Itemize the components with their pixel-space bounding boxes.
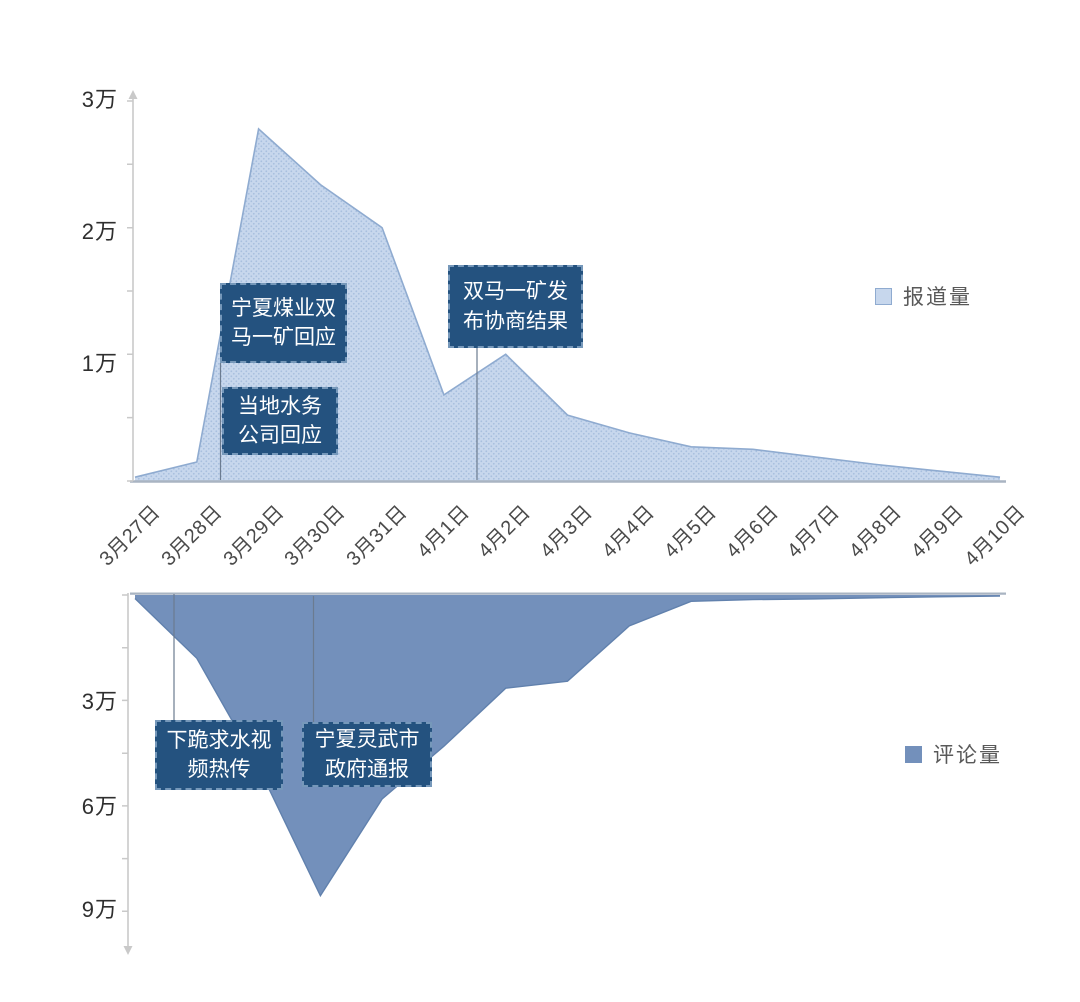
bottom-y-tick-label: 3万 xyxy=(81,689,118,714)
annotation-text: 宁夏灵武市 xyxy=(314,728,420,752)
annotation-text: 布协商结果 xyxy=(463,309,568,333)
legend-label: 报道量 xyxy=(903,286,972,309)
legend-report-volume: 报道量 xyxy=(875,281,972,311)
bottom-axis-ticks xyxy=(122,594,128,913)
bottom-y-axis-arrow-icon xyxy=(123,946,133,955)
report-volume-area xyxy=(135,128,1000,481)
annotation-box-ningxia-meiye-response: 宁夏煤业双 马一矿回应 xyxy=(220,283,347,363)
annotation-box-kneeling-video: 下跪求水视 频热传 xyxy=(155,720,283,790)
annotation-text: 宁夏煤业双 xyxy=(231,296,336,320)
report-volume-line xyxy=(134,127,1001,478)
annotation-text: 双马一矿发 xyxy=(463,280,568,304)
annotation-text: 公司回应 xyxy=(238,424,322,447)
annotation-text: 频热传 xyxy=(187,758,251,781)
bottom-y-tick-label: 6万 xyxy=(81,794,118,819)
annotation-text: 政府通报 xyxy=(325,757,409,781)
comment-volume-line xyxy=(134,595,1001,898)
annotation-box-water-company-response: 当地水务 公司回应 xyxy=(222,387,338,455)
annotation-box-negotiation-result: 双马一矿发 布协商结果 xyxy=(448,265,583,348)
comment-legend-marker-icon xyxy=(905,745,922,763)
annotation-box-lingwu-government-notice: 宁夏灵武市 政府通报 xyxy=(302,722,432,787)
bottom-y-tick-label: 9万 xyxy=(81,897,118,922)
top-axis-ticks xyxy=(127,100,133,482)
legend-comment-volume: 评论量 xyxy=(905,739,1002,769)
annotation-text: 下跪求水视 xyxy=(166,728,272,752)
legend-label: 评论量 xyxy=(933,744,1002,767)
top-y-tick-label: 3万 xyxy=(81,87,118,112)
top-y-tick-label: 1万 xyxy=(81,351,118,376)
top-y-axis-arrow-icon xyxy=(128,90,138,99)
top-y-tick-label: 2万 xyxy=(81,219,118,244)
report-legend-marker-icon xyxy=(875,287,892,305)
comment-volume-area xyxy=(135,595,1000,896)
annotation-text: 马一矿回应 xyxy=(231,326,336,349)
annotation-text: 当地水务 xyxy=(238,394,322,418)
